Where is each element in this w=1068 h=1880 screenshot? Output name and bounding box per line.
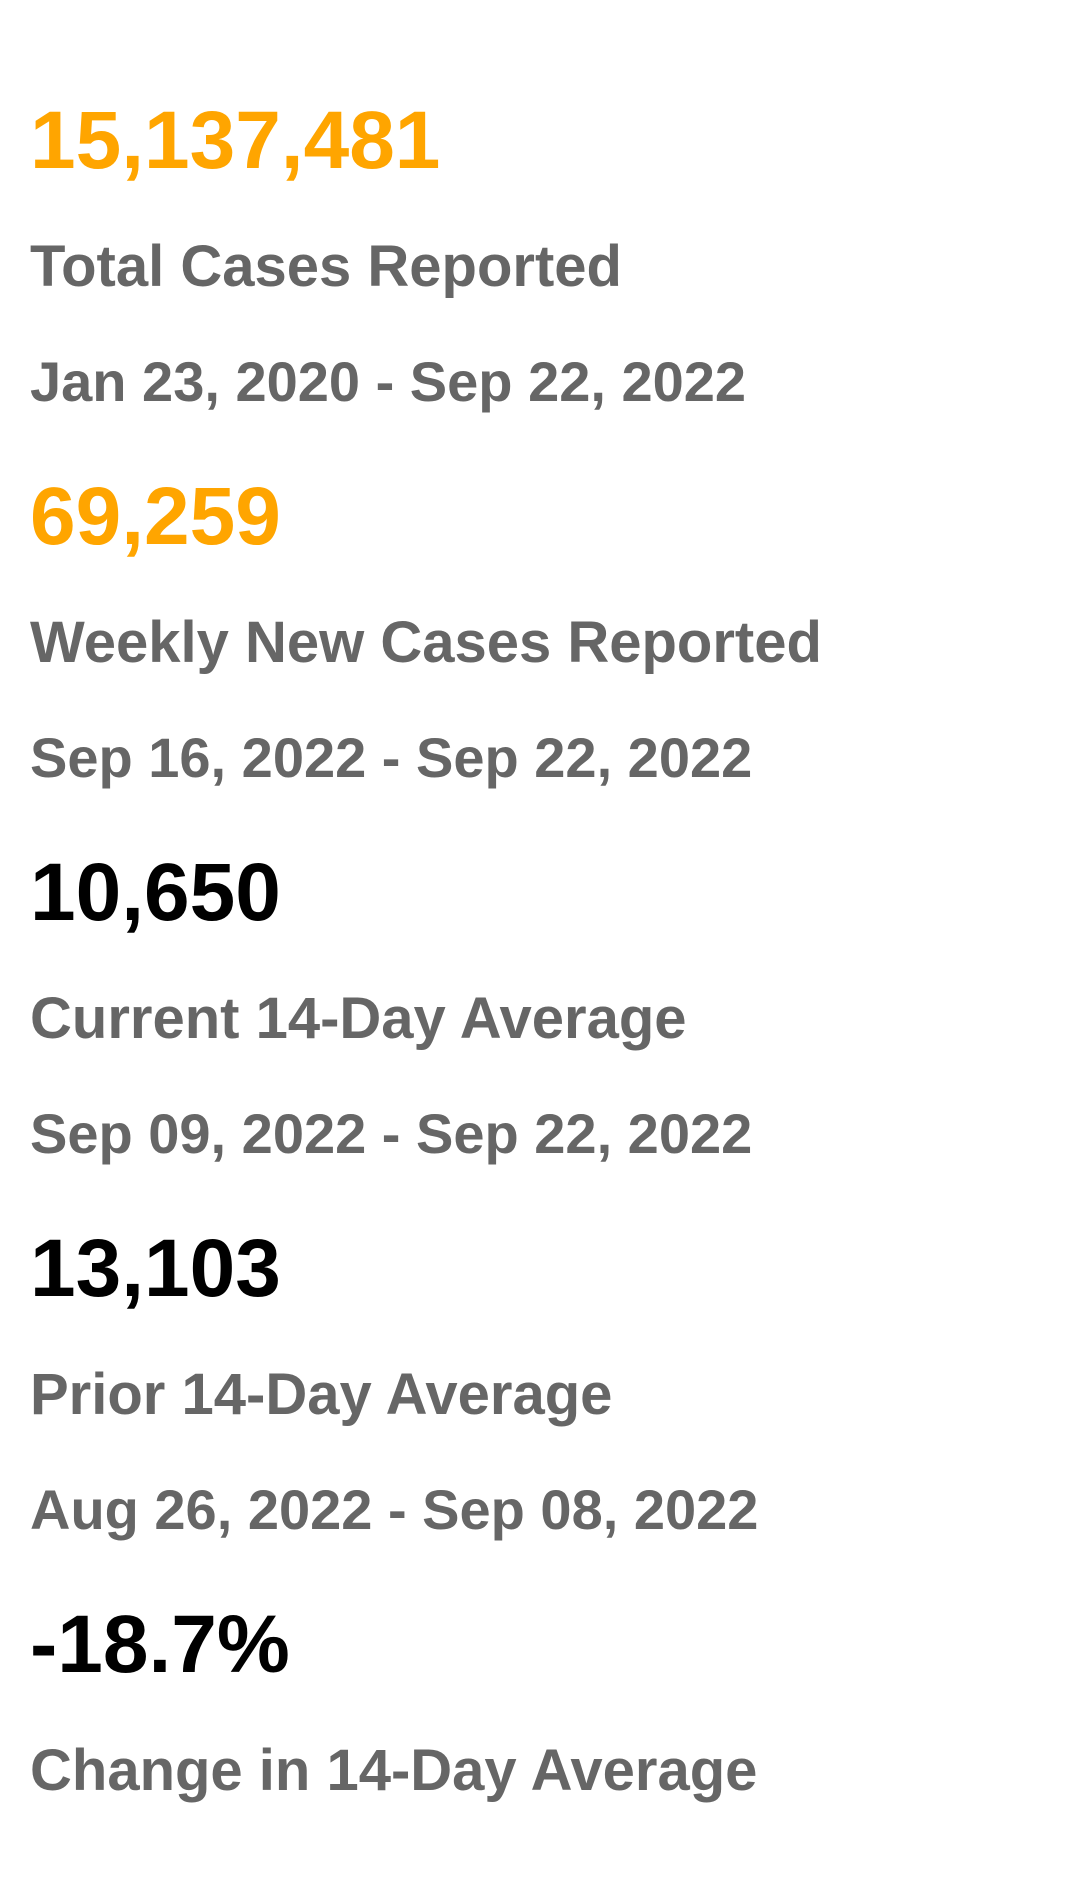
stat-date-range: Sep 16, 2022 - Sep 22, 2022 — [30, 726, 753, 789]
stat-weekly-new-cases: 69,259 Weekly New Cases Reported Sep 16,… — [30, 376, 1040, 790]
stat-date-range: Sep 09, 2022 - Sep 22, 2022 — [30, 1102, 753, 1165]
stat-value: 15,137,481 — [30, 95, 441, 186]
stat-label: Prior 14-Day Average — [30, 1362, 613, 1427]
stat-value: 69,259 — [30, 471, 281, 562]
stat-date-range: Aug 26, 2022 - Sep 08, 2022 — [30, 1478, 759, 1541]
stat-date-range: Jan 23, 2020 - Sep 22, 2022 — [30, 350, 747, 413]
stat-value: -18.7% — [30, 1599, 290, 1690]
stat-value: 10,650 — [30, 847, 281, 938]
stat-label: Total Cases Reported — [30, 234, 622, 299]
stat-value: 13,103 — [30, 1223, 281, 1314]
stat-label: Weekly New Cases Reported — [30, 610, 822, 675]
stat-label: Current 14-Day Average — [30, 986, 687, 1051]
stats-panel: 15,137,481 Total Cases Reported Jan 23, … — [30, 0, 1040, 1804]
stat-current-14-day-average: 10,650 Current 14-Day Average Sep 09, 20… — [30, 752, 1040, 1166]
stat-label: Change in 14-Day Average — [30, 1738, 758, 1803]
stat-change-14-day-average: -18.7% Change in 14-Day Average — [30, 1504, 1040, 1880]
stat-prior-14-day-average: 13,103 Prior 14-Day Average Aug 26, 2022… — [30, 1128, 1040, 1542]
stat-total-cases: 15,137,481 Total Cases Reported Jan 23, … — [30, 0, 1040, 414]
